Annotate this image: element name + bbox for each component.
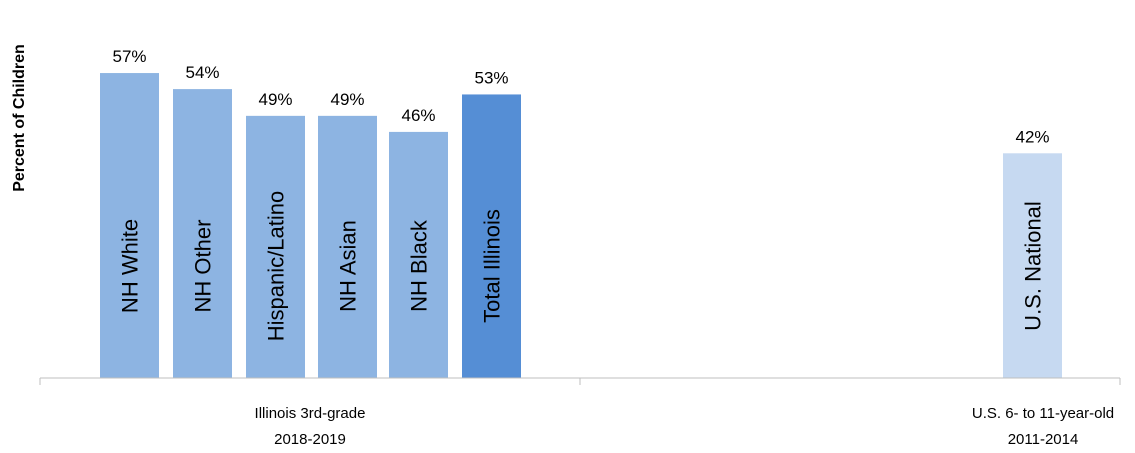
bar-nh-asian xyxy=(318,115,377,378)
data-label-nh-white: 57% xyxy=(112,47,146,66)
y-axis-label: Percent of Children xyxy=(11,44,28,192)
bar-hispanic-latino xyxy=(246,115,305,378)
data-label-total-illinois: 53% xyxy=(474,68,508,87)
data-label-u-s-national: 42% xyxy=(1015,127,1049,146)
group-label-illinois-line1: Illinois 3rd-grade xyxy=(255,405,366,422)
data-label-hispanic-latino: 49% xyxy=(258,90,292,109)
bar-total-illinois xyxy=(462,94,521,378)
bar-u-s-national xyxy=(1003,153,1062,378)
data-label-nh-black: 46% xyxy=(401,106,435,125)
category-label-nh-black: NH Black xyxy=(407,219,432,312)
bars-layer: 57% NH White 54% NH Other 49% Hispanic/Latino… xyxy=(100,47,1062,379)
bar-nh-other xyxy=(173,89,232,378)
category-label-hispanic-latino: Hispanic/Latino xyxy=(264,191,289,341)
bar-nh-white xyxy=(100,73,159,379)
group-label-us-line1: U.S. 6- to 11-year-old xyxy=(972,405,1114,422)
category-label-nh-other: NH Other xyxy=(191,220,216,313)
category-label-total-illinois: Total Illinois xyxy=(480,209,505,323)
category-label-nh-white: NH White xyxy=(118,219,143,313)
category-label-nh-asian: NH Asian xyxy=(336,220,361,312)
group-label-us-line2: 2011-2014 xyxy=(1008,431,1079,448)
data-label-nh-asian: 49% xyxy=(330,90,364,109)
category-label-u-s-national: U.S. National xyxy=(1021,201,1046,331)
group-label-illinois-line2: 2018-2019 xyxy=(274,431,346,448)
bar-nh-black xyxy=(389,131,448,378)
data-label-nh-other: 54% xyxy=(185,63,219,82)
